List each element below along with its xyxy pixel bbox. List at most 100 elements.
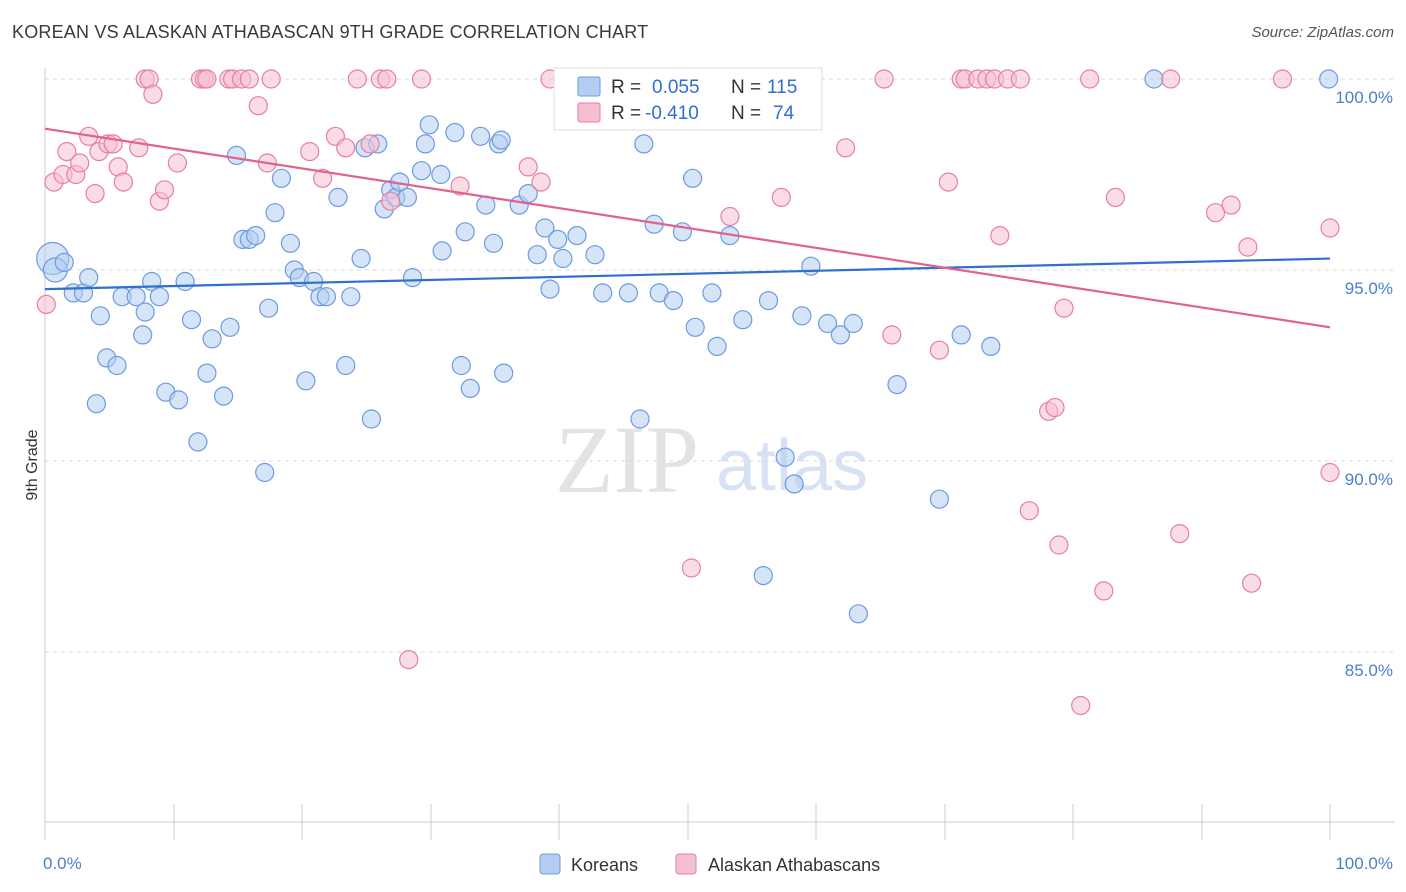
alaskan-point — [929, 340, 950, 360]
chart-title: KOREAN VS ALASKAN ATHABASCAN 9TH GRADE C… — [12, 22, 649, 42]
gridlines — [45, 78, 1395, 653]
koreans-point — [567, 226, 587, 246]
y-tick-label: 90.0% — [1345, 470, 1393, 489]
koreans-point — [197, 363, 217, 383]
alaskan-point — [1320, 218, 1340, 238]
legend: R = 0.055 N = 115 R = -0.410 N = 74 — [553, 67, 823, 131]
alaskan-point — [450, 176, 470, 196]
alaskan-point — [771, 187, 791, 207]
bottom-legend-alaskan-swatch — [675, 853, 697, 875]
koreans-point — [432, 241, 452, 261]
alaskan-point — [154, 180, 175, 200]
koreans-point — [133, 325, 153, 345]
legend-koreans-r-value: 0.055 — [652, 77, 700, 98]
koreans-point — [259, 298, 279, 318]
y-tick-label: 100.0% — [1335, 88, 1393, 107]
alaskan-point — [381, 191, 401, 211]
koreans-point — [491, 130, 511, 150]
alaskan-point — [1045, 397, 1065, 418]
alaskan-point — [835, 138, 856, 158]
koreans-point — [1144, 69, 1164, 89]
alaskan-point — [1221, 195, 1241, 215]
koreans-point — [415, 134, 435, 154]
koreans-point — [775, 447, 795, 467]
x-tick-label: 0.0% — [43, 854, 82, 873]
alaskan-point — [399, 649, 419, 670]
koreans-point — [336, 355, 356, 376]
legend-koreans-r-label: R = — [611, 77, 641, 98]
trendlines — [44, 127, 1331, 329]
y-tick-labels: 85.0% 90.0% 95.0% 100.0% — [1335, 88, 1393, 680]
alaskan-point — [518, 157, 538, 177]
alaskan-point — [70, 153, 90, 173]
alaskan-point — [313, 168, 333, 188]
koreans-point — [351, 248, 371, 269]
koreans-point — [843, 313, 863, 334]
alaskan-point — [990, 226, 1010, 246]
koreans-point — [527, 245, 547, 265]
alaskan-point — [336, 138, 356, 158]
koreans-point — [707, 336, 727, 356]
koreans-point — [226, 145, 247, 165]
koreans-point — [265, 203, 285, 223]
koreans-point — [702, 283, 722, 303]
koreans-point — [79, 268, 99, 288]
legend-koreans-swatch — [577, 76, 601, 97]
alaskan-point — [531, 172, 551, 192]
alaskan-point — [1049, 535, 1069, 555]
bottom-legend: Koreans Alaskan Athabascans — [539, 853, 880, 875]
alaskan-point — [347, 69, 367, 89]
alaskan-point — [377, 69, 397, 89]
koreans-point — [86, 394, 107, 414]
koreans-points — [36, 69, 1339, 624]
koreans-point — [296, 371, 316, 391]
koreans-point — [202, 329, 222, 349]
alaskan-point — [1238, 237, 1258, 257]
alaskan-point — [143, 84, 163, 104]
koreans-point — [801, 256, 821, 276]
alaskan-point — [1161, 69, 1181, 89]
alaskan-point — [1205, 203, 1226, 223]
koreans-point — [455, 222, 475, 242]
koreans-point — [175, 271, 195, 292]
koreans-point — [758, 291, 779, 311]
koreans-point — [451, 355, 471, 376]
alaskan-point — [681, 558, 702, 578]
alaskan-point — [1094, 581, 1114, 601]
koreans-point — [246, 226, 266, 246]
y-tick-label: 95.0% — [1345, 279, 1393, 298]
bottom-legend-koreans-label: Koreans — [571, 855, 638, 875]
legend-koreans-n-label: N = — [731, 77, 761, 98]
legend-alaskan-swatch — [577, 102, 601, 123]
koreans-point — [540, 279, 560, 299]
koreans-point — [634, 134, 654, 154]
koreans-point — [618, 283, 639, 303]
alaskan-point — [882, 325, 902, 345]
koreans-point — [90, 306, 110, 326]
koreans-point — [817, 313, 838, 334]
legend-koreans-n-value: 115 — [767, 77, 797, 98]
alaskan-point — [36, 294, 56, 314]
koreans-point — [981, 336, 1001, 356]
alaskan-point — [85, 184, 105, 204]
legend-alaskan-r-value: -0.410 — [645, 103, 699, 124]
koreans-point — [316, 287, 336, 307]
koreans-point — [1319, 69, 1339, 89]
koreans-point — [951, 325, 971, 345]
koreans-point — [494, 363, 514, 383]
watermark-zip: ZIP — [555, 406, 699, 513]
alaskan-point — [938, 172, 959, 192]
bottom-legend-alaskan-label: Alaskan Athabascans — [708, 855, 880, 875]
koreans-point — [471, 126, 491, 146]
alaskan-point — [239, 69, 259, 89]
watermark: ZIP atlas — [555, 406, 868, 513]
legend-alaskan-n-label: N = — [731, 103, 761, 124]
koreans-point — [682, 168, 703, 188]
koreans-point — [361, 409, 381, 429]
koreans-point — [460, 378, 480, 398]
alaskan-point — [1010, 69, 1030, 89]
legend-alaskan-r-label: R = — [611, 103, 641, 124]
koreans-point — [419, 115, 439, 135]
koreans-point — [220, 317, 240, 337]
